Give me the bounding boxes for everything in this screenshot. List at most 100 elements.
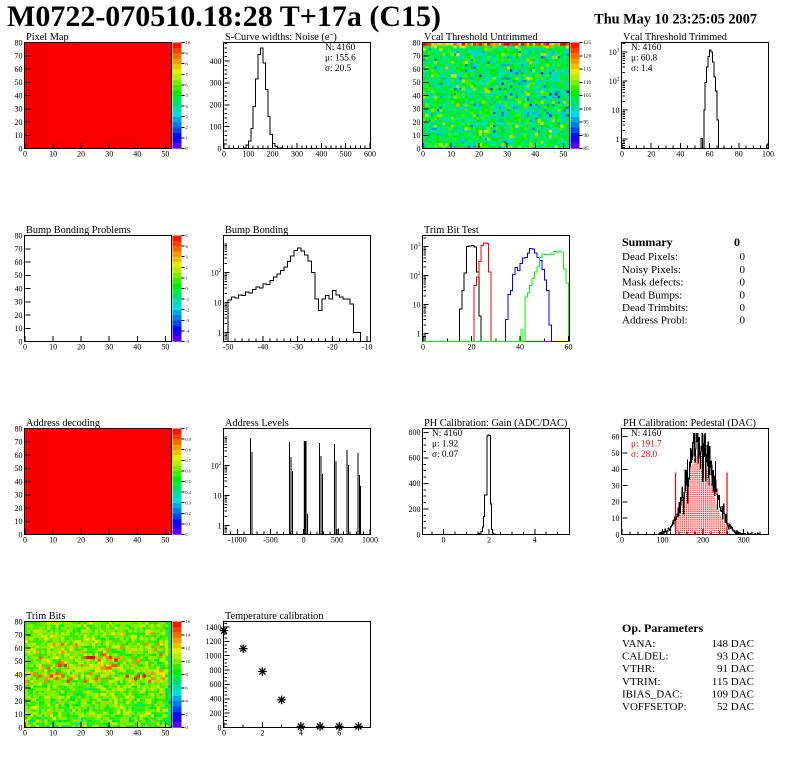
svg-text:10: 10 (214, 491, 222, 500)
svg-text:40: 40 (413, 91, 421, 100)
svg-text:0: 0 (740, 302, 746, 314)
svg-text:120: 120 (583, 53, 591, 59)
svg-text:50: 50 (15, 657, 23, 666)
svg-text:2: 2 (185, 125, 188, 130)
svg-text:0: 0 (740, 289, 746, 301)
svg-text:0: 0 (417, 530, 421, 539)
svg-text:10: 10 (185, 40, 190, 45)
svg-text:Pixel Map: Pixel Map (26, 32, 69, 43)
svg-text:5: 5 (185, 233, 188, 238)
svg-text:102: 102 (609, 77, 620, 86)
svg-text:-500: -500 (263, 536, 278, 545)
svg-text:10: 10 (15, 324, 23, 333)
svg-text:9: 9 (185, 51, 188, 56)
svg-text:1: 1 (218, 328, 222, 337)
svg-text:50: 50 (161, 150, 169, 159)
svg-text:0.6: 0.6 (185, 469, 191, 474)
svg-text:0: 0 (740, 277, 746, 289)
svg-text:0: 0 (620, 150, 624, 159)
svg-text:1: 1 (218, 521, 222, 530)
svg-text:500: 500 (331, 536, 343, 545)
svg-text:-1000: -1000 (228, 536, 247, 545)
svg-text:400: 400 (210, 695, 222, 704)
svg-text:σ: 28.0: σ: 28.0 (631, 450, 658, 460)
svg-text:20: 20 (612, 498, 620, 507)
svg-text:1200: 1200 (206, 637, 222, 646)
svg-text:52 DAC: 52 DAC (717, 701, 754, 713)
svg-text:200: 200 (210, 709, 222, 718)
svg-text:80: 80 (15, 424, 23, 433)
svg-text:400: 400 (409, 479, 421, 488)
svg-text:0: 0 (19, 144, 23, 153)
svg-text:103: 103 (410, 242, 421, 251)
svg-text:0: 0 (442, 536, 446, 545)
svg-text:0: 0 (218, 144, 222, 153)
svg-text:200: 200 (210, 101, 222, 110)
svg-text:-40: -40 (258, 343, 269, 352)
svg-text:60: 60 (565, 343, 573, 352)
svg-text:σ: 1.4: σ: 1.4 (631, 64, 653, 74)
svg-text:0: 0 (19, 337, 23, 346)
svg-text:30: 30 (105, 536, 113, 545)
svg-text:70: 70 (15, 631, 23, 640)
svg-text:0: 0 (302, 536, 306, 545)
svg-text:N: 4160: N: 4160 (631, 429, 662, 439)
svg-text:-2: -2 (185, 307, 190, 312)
svg-text:10: 10 (49, 536, 57, 545)
svg-text:-3: -3 (185, 318, 190, 323)
svg-text:PH Calibration: Pedestal (DAC): PH Calibration: Pedestal (DAC) (623, 418, 756, 429)
svg-text:2: 2 (185, 712, 188, 717)
svg-text:80: 80 (735, 150, 743, 159)
svg-text:20: 20 (77, 150, 85, 159)
svg-text:20: 20 (77, 343, 85, 352)
svg-text:30: 30 (105, 343, 113, 352)
svg-text:σ: 0.07: σ: 0.07 (432, 450, 459, 460)
svg-text:400: 400 (210, 57, 222, 66)
svg-text:0: 0 (19, 530, 23, 539)
svg-text:10: 10 (413, 131, 421, 140)
svg-text:800: 800 (409, 428, 421, 437)
svg-text:7: 7 (185, 72, 188, 77)
svg-text:50: 50 (15, 464, 23, 473)
svg-text:1: 1 (185, 136, 188, 141)
svg-text:10: 10 (49, 150, 57, 159)
svg-text:125: 125 (583, 40, 591, 46)
svg-text:0: 0 (417, 144, 421, 153)
svg-text:0: 0 (23, 536, 27, 545)
svg-text:0.2: 0.2 (185, 511, 190, 516)
svg-text:600: 600 (210, 680, 222, 689)
svg-text:115: 115 (583, 67, 591, 73)
svg-text:109 DAC: 109 DAC (712, 688, 754, 700)
svg-text:300: 300 (291, 150, 303, 159)
svg-text:-4: -4 (185, 329, 190, 334)
svg-text:Address Levels: Address Levels (225, 418, 289, 429)
svg-text:10: 10 (185, 659, 190, 664)
svg-text:μ: 191.7: μ: 191.7 (631, 440, 662, 450)
svg-text:400: 400 (315, 150, 327, 159)
svg-text:N: 4160: N: 4160 (631, 43, 662, 53)
svg-text:80: 80 (413, 38, 421, 47)
svg-text:20: 20 (475, 150, 483, 159)
svg-text:10: 10 (214, 298, 222, 307)
svg-text:4: 4 (299, 729, 303, 738)
svg-text:Trim Bits: Trim Bits (26, 611, 65, 622)
svg-text:2: 2 (260, 729, 264, 738)
svg-text:30: 30 (413, 105, 421, 114)
svg-text:4: 4 (185, 104, 188, 109)
svg-text:12: 12 (185, 646, 190, 651)
svg-text:0.9: 0.9 (185, 437, 190, 442)
svg-text:50: 50 (413, 78, 421, 87)
svg-text:10: 10 (49, 729, 57, 738)
svg-text:91 DAC: 91 DAC (717, 663, 754, 675)
svg-text:0: 0 (185, 532, 187, 537)
svg-text:0: 0 (185, 725, 188, 730)
svg-text:0: 0 (185, 146, 188, 151)
svg-text:70: 70 (15, 52, 23, 61)
svg-text:0: 0 (19, 723, 23, 732)
svg-text:100: 100 (242, 150, 254, 159)
svg-text:60: 60 (15, 65, 23, 74)
svg-text:Trim Bit Test: Trim Bit Test (424, 225, 479, 236)
svg-text:Op. Parameters: Op. Parameters (622, 621, 704, 635)
svg-text:Bump Bonding Problems: Bump Bonding Problems (26, 225, 131, 236)
svg-text:Noisy Pixels:: Noisy Pixels: (622, 264, 681, 276)
